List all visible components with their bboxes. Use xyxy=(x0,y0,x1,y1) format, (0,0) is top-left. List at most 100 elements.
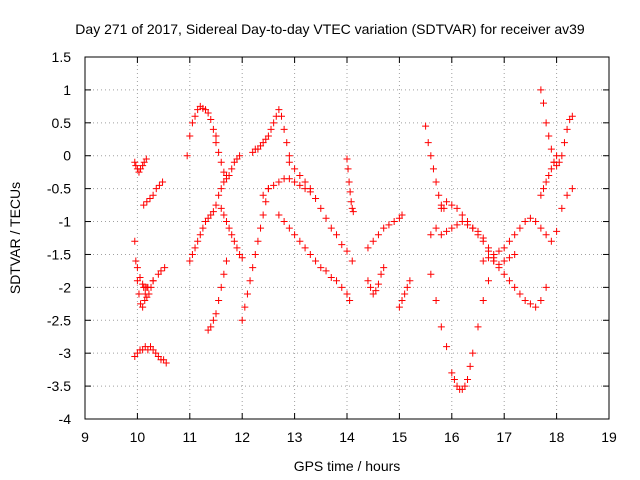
data-point-marker xyxy=(516,290,524,298)
data-point-marker xyxy=(140,201,148,209)
data-point-marker xyxy=(443,227,451,235)
data-point-marker xyxy=(136,273,144,281)
x-tick-label: 14 xyxy=(339,429,355,445)
data-point-marker xyxy=(296,171,304,179)
data-point-marker xyxy=(395,303,403,311)
data-point-marker xyxy=(443,198,451,206)
data-point-marker xyxy=(222,218,230,226)
data-point-marker xyxy=(398,211,406,219)
data-point-marker xyxy=(259,191,267,199)
data-point-marker xyxy=(312,195,320,203)
data-point-marker xyxy=(390,218,398,226)
data-point-marker xyxy=(553,227,561,235)
y-tick-label: 1.5 xyxy=(52,49,72,65)
data-point-marker xyxy=(285,224,293,232)
data-point-marker xyxy=(469,224,477,232)
y-tick-label: -2.5 xyxy=(47,312,71,328)
data-point-marker xyxy=(194,237,202,245)
data-point-marker xyxy=(149,277,157,285)
data-point-marker xyxy=(275,178,283,186)
data-point-marker xyxy=(380,224,388,232)
data-point-marker xyxy=(327,273,335,281)
series-arc-p xyxy=(285,158,356,265)
data-point-marker xyxy=(429,165,437,173)
data-point-marker xyxy=(217,158,225,166)
data-point-marker xyxy=(220,270,228,278)
x-tick-label: 13 xyxy=(287,429,303,445)
data-point-marker xyxy=(479,297,487,305)
data-point-marker xyxy=(547,145,555,153)
series-arc-v xyxy=(427,257,498,393)
data-point-marker xyxy=(317,204,325,212)
data-point-marker xyxy=(560,139,568,147)
data-point-marker xyxy=(422,122,430,130)
x-tick-label: 12 xyxy=(234,429,250,445)
y-tick-label: -1.5 xyxy=(47,246,71,262)
series-arc-aa xyxy=(537,152,561,199)
data-point-marker xyxy=(469,349,477,357)
data-point-marker xyxy=(484,277,492,285)
data-point-marker xyxy=(403,283,411,291)
data-point-marker xyxy=(238,254,246,262)
data-point-marker xyxy=(230,237,238,245)
data-point-marker xyxy=(228,165,236,173)
data-point-marker xyxy=(317,264,325,272)
y-tick-label: -1 xyxy=(59,214,72,230)
data-point-marker xyxy=(479,234,487,242)
data-point-marker xyxy=(228,231,236,239)
x-tick-label: 19 xyxy=(601,429,617,445)
data-point-marker xyxy=(186,132,194,140)
data-point-marker xyxy=(364,277,372,285)
data-point-marker xyxy=(152,185,160,193)
data-point-marker xyxy=(249,264,257,272)
data-point-marker xyxy=(301,178,309,186)
data-point-marker xyxy=(364,244,372,252)
data-point-marker xyxy=(427,270,435,278)
series-arc-l xyxy=(238,185,272,324)
data-point-marker xyxy=(458,218,466,226)
data-point-marker xyxy=(344,165,352,173)
data-point-marker xyxy=(464,221,472,229)
series-arc-x xyxy=(437,218,519,268)
data-point-marker xyxy=(270,181,278,189)
data-point-marker xyxy=(243,290,251,298)
series-arc-k xyxy=(217,204,246,262)
data-point-marker xyxy=(553,152,561,160)
data-point-marker xyxy=(131,237,139,245)
data-point-marker xyxy=(257,224,265,232)
data-point-marker xyxy=(349,208,357,216)
y-tick-label: -4 xyxy=(59,411,72,427)
data-point-marker xyxy=(505,237,513,245)
data-point-marker xyxy=(254,237,262,245)
series-arc-t xyxy=(395,277,414,311)
data-point-marker xyxy=(532,303,540,311)
data-point-marker xyxy=(157,267,165,275)
data-point-marker xyxy=(275,211,283,219)
data-point-marker xyxy=(545,132,553,140)
data-point-marker xyxy=(209,125,217,133)
data-point-marker xyxy=(537,191,545,199)
x-tick-label: 16 xyxy=(444,429,460,445)
axis-ticks xyxy=(84,56,610,420)
data-point-marker xyxy=(222,257,230,265)
data-point-marker xyxy=(285,158,293,166)
data-point-marker xyxy=(238,316,246,324)
data-point-marker xyxy=(306,185,314,193)
data-point-marker xyxy=(132,257,140,265)
data-point-marker xyxy=(401,290,409,298)
data-point-marker xyxy=(435,191,443,199)
data-point-marker xyxy=(161,264,169,272)
series-arc-o xyxy=(275,211,354,305)
series-arc-m xyxy=(249,106,293,160)
x-tick-label: 10 xyxy=(130,429,146,445)
data-point-marker xyxy=(511,283,519,291)
data-point-marker xyxy=(532,218,540,226)
data-point-marker xyxy=(347,198,355,206)
data-point-marker xyxy=(209,208,217,216)
data-point-marker xyxy=(291,165,299,173)
data-point-marker xyxy=(162,359,170,367)
data-point-marker xyxy=(333,277,341,285)
data-point-marker xyxy=(550,158,558,166)
data-point-marker xyxy=(270,119,278,127)
data-point-marker xyxy=(191,244,199,252)
